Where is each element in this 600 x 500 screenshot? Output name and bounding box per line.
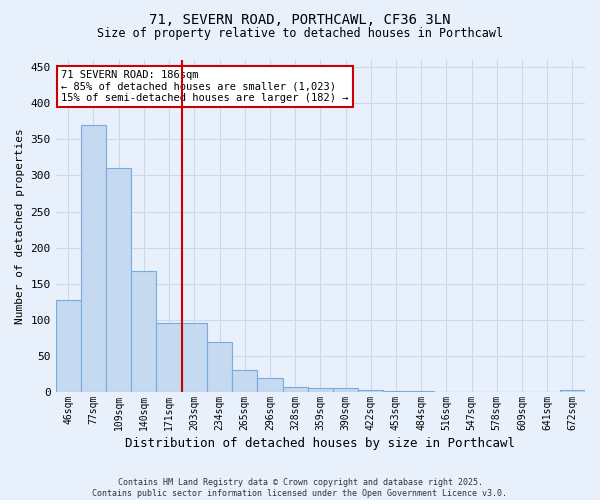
Bar — [106, 168, 131, 392]
Text: 71 SEVERN ROAD: 186sqm
← 85% of detached houses are smaller (1,023)
15% of semi-: 71 SEVERN ROAD: 186sqm ← 85% of detached… — [61, 70, 349, 103]
Bar — [560, 390, 585, 392]
Bar — [131, 272, 157, 392]
Text: 71, SEVERN ROAD, PORTHCAWL, CF36 3LN: 71, SEVERN ROAD, PORTHCAWL, CF36 3LN — [149, 12, 451, 26]
Text: Contains HM Land Registry data © Crown copyright and database right 2025.
Contai: Contains HM Land Registry data © Crown c… — [92, 478, 508, 498]
Bar — [358, 390, 383, 392]
X-axis label: Distribution of detached houses by size in Porthcawl: Distribution of detached houses by size … — [125, 437, 515, 450]
Bar — [207, 342, 232, 392]
Bar — [383, 390, 409, 392]
Bar — [232, 370, 257, 392]
Bar — [308, 388, 333, 392]
Bar — [283, 387, 308, 392]
Bar — [257, 378, 283, 392]
Y-axis label: Number of detached properties: Number of detached properties — [15, 128, 25, 324]
Text: Size of property relative to detached houses in Porthcawl: Size of property relative to detached ho… — [97, 28, 503, 40]
Bar — [157, 324, 182, 392]
Bar — [182, 324, 207, 392]
Bar — [56, 300, 81, 392]
Bar — [81, 125, 106, 392]
Bar — [333, 388, 358, 392]
